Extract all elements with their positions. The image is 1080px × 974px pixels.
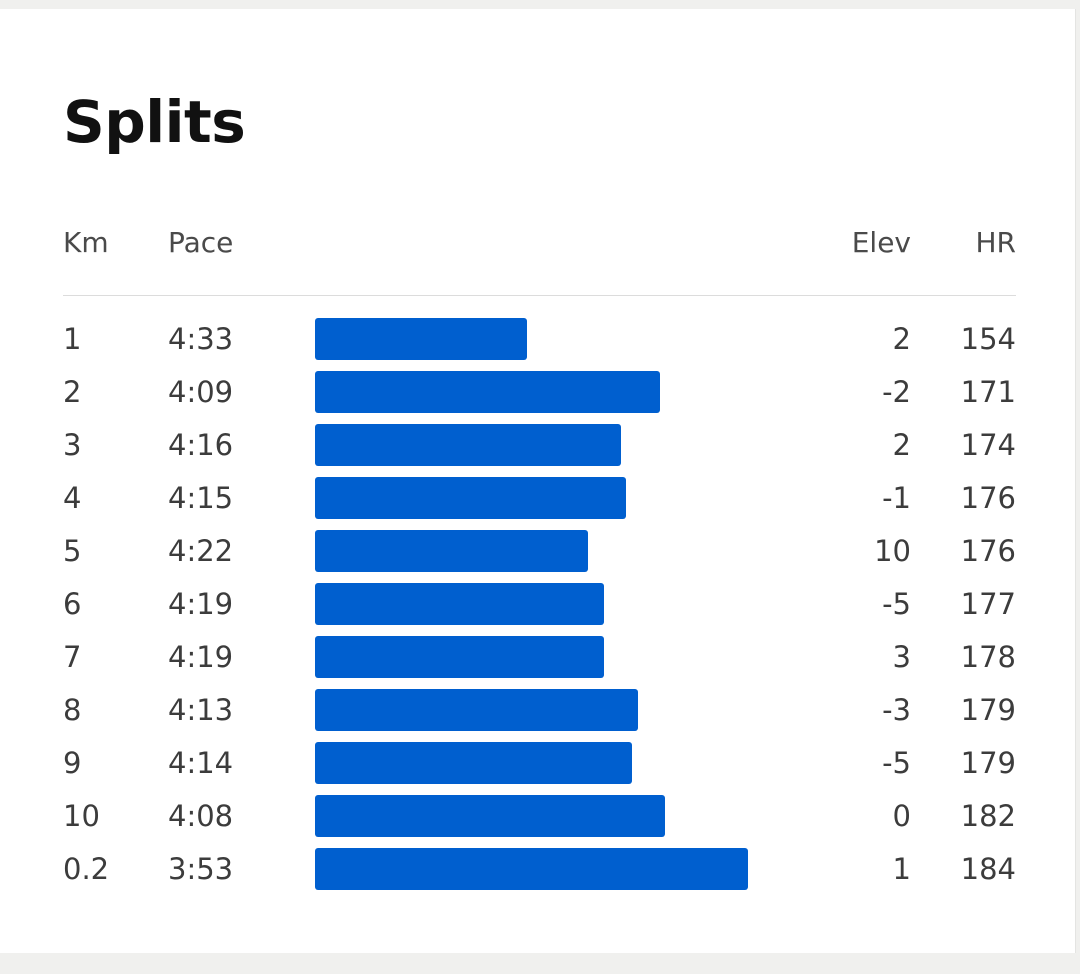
split-km: 4 (63, 481, 82, 515)
split-row: 7 4:19 3 178 (0, 636, 1075, 678)
pace-bar (315, 318, 527, 360)
split-km: 10 (63, 799, 100, 833)
split-row: 0.2 3:53 1 184 (0, 848, 1075, 890)
column-header-pace: Pace (168, 226, 234, 259)
split-pace: 4:19 (168, 587, 234, 621)
split-heart-rate: 182 (960, 799, 1016, 833)
split-row: 3 4:16 2 174 (0, 424, 1075, 466)
split-row: 8 4:13 -3 179 (0, 689, 1075, 731)
pace-bar (315, 424, 621, 466)
split-elevation: -5 (882, 587, 911, 621)
pace-bar (315, 848, 748, 890)
split-elevation: -3 (882, 693, 911, 727)
pace-bar (315, 371, 660, 413)
split-heart-rate: 171 (960, 375, 1016, 409)
split-pace: 4:22 (168, 534, 234, 568)
split-row: 6 4:19 -5 177 (0, 583, 1075, 625)
split-heart-rate: 184 (960, 852, 1016, 886)
split-elevation: 3 (892, 640, 911, 674)
split-km: 2 (63, 375, 82, 409)
split-elevation: -2 (882, 375, 911, 409)
split-row: 9 4:14 -5 179 (0, 742, 1075, 784)
split-pace: 4:09 (168, 375, 234, 409)
split-pace: 4:16 (168, 428, 234, 462)
split-km: 3 (63, 428, 82, 462)
split-heart-rate: 154 (960, 322, 1016, 356)
split-elevation: 10 (874, 534, 911, 568)
pace-bar (315, 477, 626, 519)
split-heart-rate: 179 (960, 746, 1016, 780)
split-pace: 4:15 (168, 481, 234, 515)
page-title: Splits (63, 88, 246, 156)
split-pace: 4:14 (168, 746, 234, 780)
column-header-km: Km (63, 226, 109, 259)
split-heart-rate: 174 (960, 428, 1016, 462)
pace-bar (315, 636, 604, 678)
split-km: 1 (63, 322, 82, 356)
split-heart-rate: 176 (960, 534, 1016, 568)
pace-bar (315, 583, 604, 625)
splits-card: Splits Km Pace Elev HR 1 4:33 2 154 2 4:09 -2 1… (0, 9, 1076, 953)
split-heart-rate: 179 (960, 693, 1016, 727)
split-elevation: 2 (892, 322, 911, 356)
pace-bar (315, 742, 632, 784)
split-heart-rate: 177 (960, 587, 1016, 621)
split-pace: 3:53 (168, 852, 234, 886)
split-pace: 4:33 (168, 322, 234, 356)
split-elevation: -1 (882, 481, 911, 515)
column-header-elev: Elev (851, 226, 911, 259)
split-row: 5 4:22 10 176 (0, 530, 1075, 572)
split-row: 2 4:09 -2 171 (0, 371, 1075, 413)
split-row: 1 4:33 2 154 (0, 318, 1075, 360)
pace-bar (315, 795, 665, 837)
pace-bar (315, 530, 588, 572)
column-header-hr: HR (975, 226, 1016, 259)
split-pace: 4:08 (168, 799, 234, 833)
split-km: 8 (63, 693, 82, 727)
split-elevation: 1 (892, 852, 911, 886)
split-km: 5 (63, 534, 82, 568)
split-elevation: -5 (882, 746, 911, 780)
pace-bar (315, 689, 638, 731)
split-pace: 4:19 (168, 640, 234, 674)
split-elevation: 0 (892, 799, 911, 833)
split-km: 0.2 (63, 852, 110, 886)
split-km: 9 (63, 746, 82, 780)
header-divider (63, 295, 1016, 296)
split-km: 6 (63, 587, 82, 621)
split-heart-rate: 178 (960, 640, 1016, 674)
split-pace: 4:13 (168, 693, 234, 727)
split-row: 4 4:15 -1 176 (0, 477, 1075, 519)
split-heart-rate: 176 (960, 481, 1016, 515)
split-elevation: 2 (892, 428, 911, 462)
split-row: 10 4:08 0 182 (0, 795, 1075, 837)
split-km: 7 (63, 640, 82, 674)
